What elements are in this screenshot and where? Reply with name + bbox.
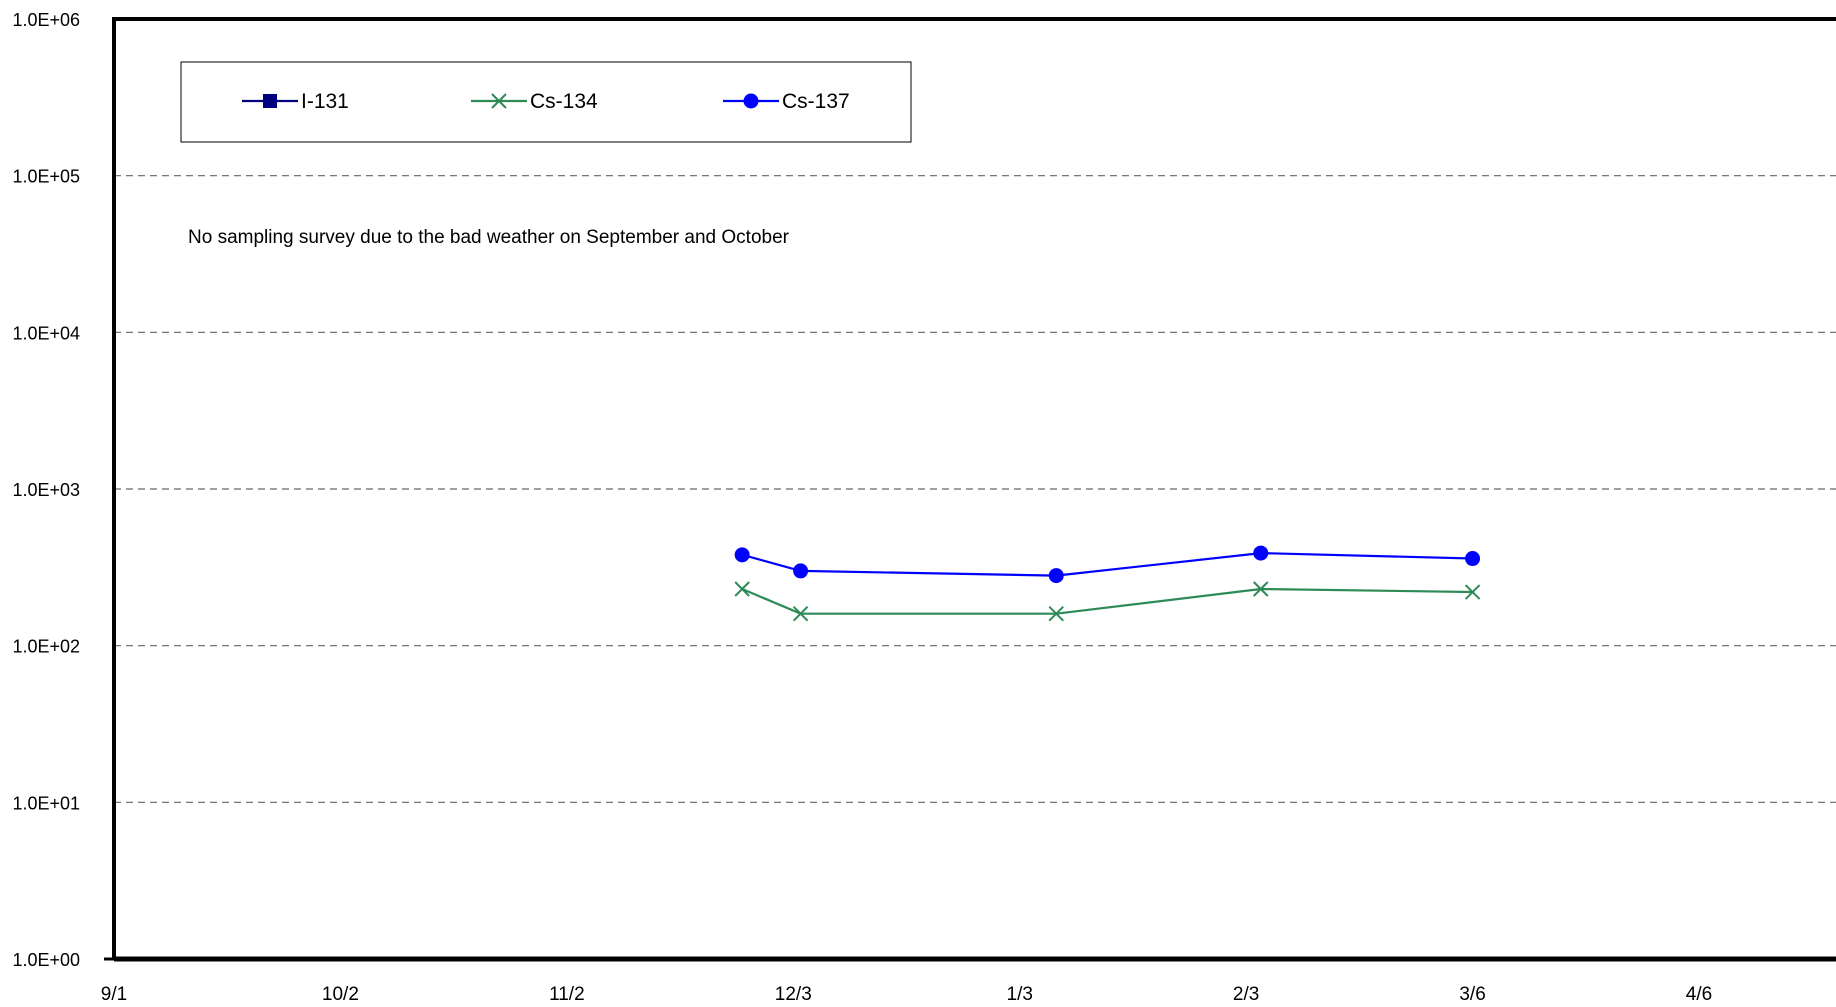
plot-frame	[104, 17, 1836, 962]
x-tick-label: 2/3	[1233, 984, 1259, 1005]
x-tick-label: 12/3	[775, 984, 812, 1005]
y-tick-label: 1.0E+00	[12, 950, 80, 970]
legend-entry-cs-134: Cs-134	[471, 90, 598, 113]
x-tick-label: 11/2	[549, 984, 585, 1005]
y-tick-label: 1.0E+01	[12, 793, 80, 813]
series-layer	[734, 545, 1481, 622]
y-tick-label: 1.0E+02	[12, 637, 80, 657]
legend-box	[180, 61, 912, 143]
plot-border	[112, 17, 1836, 959]
annotation-text: No sampling survey due to the bad weathe…	[188, 227, 790, 248]
x-tick-label: 9/1	[101, 984, 127, 1005]
legend: I-131 Cs-134 Cs-137	[180, 61, 912, 143]
legend-label: Cs-137	[782, 90, 850, 113]
y-tick-label: 1.0E+03	[12, 480, 80, 500]
series-line-cs-134	[741, 587, 1473, 615]
data-point-cs-137	[1465, 551, 1481, 567]
data-point-cs-137	[793, 563, 809, 579]
data-point-cs-134	[1048, 605, 1064, 622]
y-tick-label: 1.0E+05	[12, 167, 80, 187]
data-point-cs-134	[792, 605, 809, 622]
y-tick-label: 1.0E+06	[12, 10, 80, 30]
grid-lines	[114, 175, 1836, 803]
legend-entry-cs-137: Cs-137	[723, 90, 850, 113]
legend-label: I-131	[301, 90, 349, 113]
series-cs-137	[734, 545, 1481, 584]
data-point-cs-137	[734, 547, 750, 563]
series-cs-134	[734, 581, 1481, 622]
legend-marker	[491, 93, 507, 109]
x-axis-tick-labels: 9/1 10/2 11/2 12/3 1/3 2/3 3/6 4/6	[101, 984, 1712, 1005]
legend-marker	[743, 93, 759, 109]
data-point-cs-134	[1253, 581, 1269, 597]
series-line-cs-137	[741, 551, 1473, 577]
legend-marker	[263, 94, 277, 108]
y-tick-label: 1.0E+04	[12, 323, 80, 343]
data-point-cs-134	[1464, 584, 1481, 600]
data-point-cs-134	[734, 581, 750, 597]
x-tick-label: 10/2	[322, 984, 359, 1005]
x-tick-label: 3/6	[1459, 984, 1485, 1005]
legend-entry-i-131: I-131	[242, 90, 349, 113]
legend-label: Cs-134	[530, 90, 598, 113]
x-tick-label: 4/6	[1686, 984, 1712, 1005]
data-point-cs-137	[1253, 545, 1269, 561]
x-tick-label: 1/3	[1007, 984, 1033, 1005]
data-point-cs-137	[1048, 568, 1064, 584]
y-axis-tick-labels: 1.0E+00 1.0E+01 1.0E+02 1.0E+03 1.0E+04 1.0E+…	[12, 10, 80, 970]
